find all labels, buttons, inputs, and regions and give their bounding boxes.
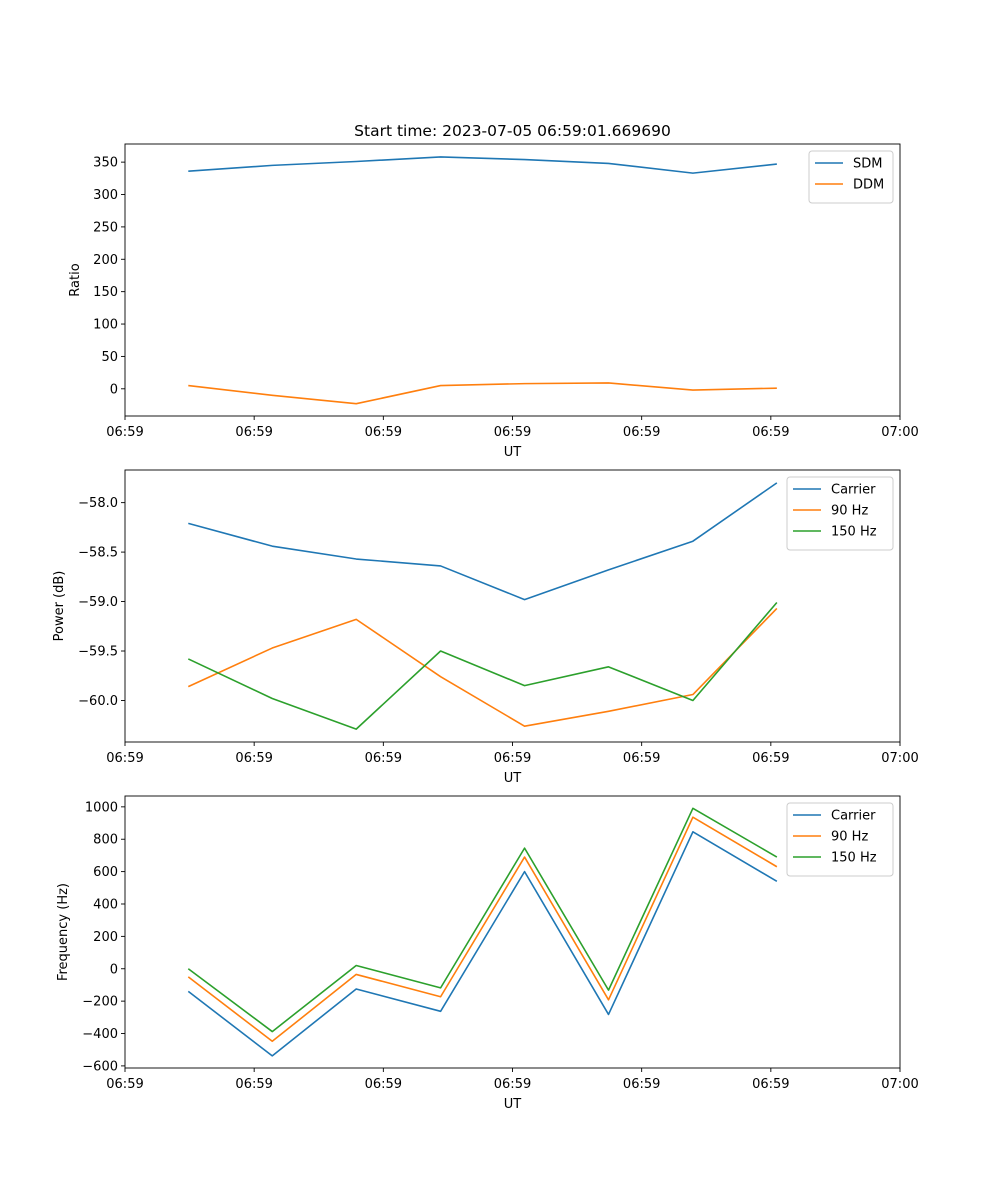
y-tick-label: 300 [93,188,118,203]
series-line-90-hz [187,607,778,727]
y-tick-label: 200 [93,253,118,268]
x-tick-label: 06:59 [235,751,272,766]
x-tick-label: 06:59 [365,1077,402,1092]
figure-title: Start time: 2023-07-05 06:59:01.669690 [354,122,671,140]
y-tick-label: −58.0 [78,496,118,511]
legend-label: SDM [853,157,882,172]
series-line-ddm [188,382,777,405]
y-tick-label: 50 [101,350,118,365]
x-tick-label: 06:59 [752,1077,789,1092]
y-axis-label: Power (dB) [52,571,67,642]
series-line-150-hz [187,602,778,730]
x-tick-label: 06:59 [365,425,402,440]
subplot-3: 06:59 06:59 06:59 06:59 06:59 06:59 07:00 1000 8… [56,795,919,1112]
legend: SDM DDM [808,150,894,204]
y-tick-label: −59.5 [78,645,118,660]
y-tick-label: −400 [82,1027,118,1042]
legend-label: 150 Hz [831,525,877,540]
y-tick-label: −60.0 [78,694,118,709]
legend: Carrier 90 Hz 150 Hz [786,476,894,551]
y-tick-label: 800 [93,833,118,848]
y-tick-label: −58.5 [78,546,118,561]
legend-label: 150 Hz [831,851,877,866]
x-tick-label: 06:59 [752,425,789,440]
y-tick-label: 150 [93,285,118,300]
series-line-carrier [187,830,778,1057]
y-tick-label: 200 [93,930,118,945]
x-tick-label: 07:00 [881,751,918,766]
x-tick-label: 06:59 [494,1077,531,1092]
x-tick-label: 06:59 [106,1077,143,1092]
y-tick-label: 400 [93,897,118,912]
subplot-1: 06:59 06:59 06:59 06:59 06:59 06:59 07:00 350 30… [68,143,919,460]
legend-label: DDM [853,178,884,193]
x-tick-label: 06:59 [106,751,143,766]
x-tick-label: 06:59 [494,425,531,440]
y-tick-label: 1000 [85,800,118,815]
y-axis-label: Frequency (Hz) [56,883,71,981]
legend-label: Carrier [831,809,876,824]
x-tick-label: 07:00 [881,1077,918,1092]
legend-label: 90 Hz [831,504,868,519]
y-tick-label: −59.0 [78,595,118,610]
series-line-90-hz [187,816,778,1043]
legend-label: 90 Hz [831,830,868,845]
y-tick-label: 100 [93,318,118,333]
legend-label: Carrier [831,483,876,498]
x-tick-label: 06:59 [623,1077,660,1092]
series-line-150-hz [187,807,778,1033]
x-tick-label: 06:59 [235,1077,272,1092]
y-tick-label: −600 [82,1059,118,1074]
y-tick-label: 0 [110,382,118,397]
x-tick-label: 06:59 [623,751,660,766]
subplot-2: 06:59 06:59 06:59 06:59 06:59 06:59 07:00 −58.0… [52,469,919,786]
y-tick-label: 600 [93,865,118,880]
y-tick-label: 0 [110,962,118,977]
x-tick-label: 06:59 [235,425,272,440]
x-axis-label: UT [504,1097,522,1112]
series-line-carrier [188,482,778,601]
y-tick-label: 250 [93,220,118,235]
x-tick-label: 06:59 [494,751,531,766]
x-tick-label: 06:59 [752,751,789,766]
legend-box [808,150,894,204]
y-axis-label: Ratio [68,263,83,296]
x-tick-label: 07:00 [881,425,918,440]
y-tick-label: −200 [82,995,118,1010]
x-tick-label: 06:59 [106,425,143,440]
y-tick-label: 350 [93,156,118,171]
x-tick-label: 06:59 [365,751,402,766]
x-axis-label: UT [504,771,522,786]
x-tick-label: 06:59 [623,425,660,440]
legend: Carrier 90 Hz 150 Hz [786,802,894,877]
series-line-sdm [188,156,777,174]
x-axis-label: UT [504,445,522,460]
